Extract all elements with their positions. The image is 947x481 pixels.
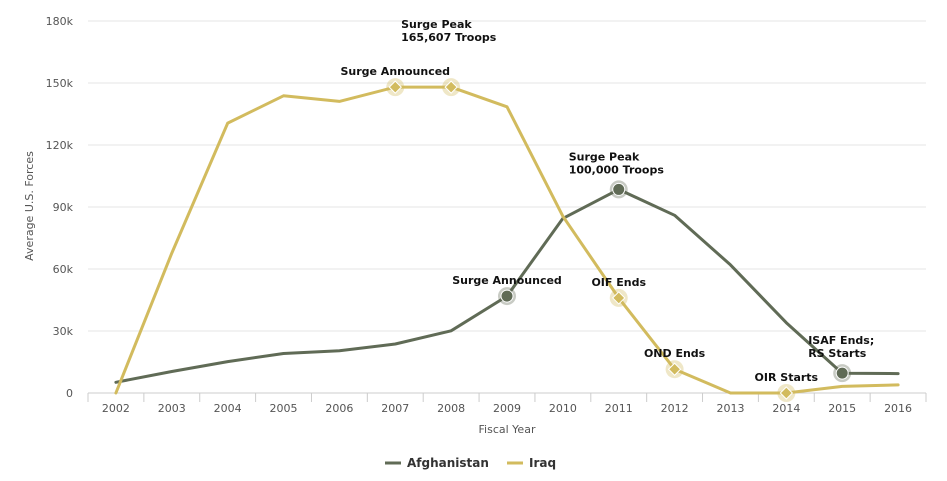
- x-tick-label: 2008: [437, 402, 465, 415]
- grid: [88, 20, 926, 394]
- legend-label-afghanistan: Afghanistan: [407, 456, 489, 470]
- annotation-label: Surge Announced: [340, 65, 450, 78]
- y-tick-label: 150k: [46, 77, 74, 90]
- x-axis-title: Fiscal Year: [479, 423, 536, 436]
- x-tick-label: 2005: [270, 402, 298, 415]
- x-tick-label: 2010: [549, 402, 577, 415]
- annotation-label: 100,000 Troops: [569, 163, 665, 176]
- y-tick-label: 60k: [53, 263, 74, 276]
- data-marker-iraq: [444, 80, 458, 94]
- data-marker-afghanistan: [612, 182, 626, 196]
- annotation-label: ISAF Ends;: [808, 334, 874, 347]
- y-axis: 0 30k 60k 90k 120k 150k 180k: [46, 15, 74, 400]
- x-tick-label: 2014: [772, 402, 800, 415]
- y-tick-label: 30k: [53, 325, 74, 338]
- x-tick-label: 2007: [381, 402, 409, 415]
- y-tick-label: 180k: [46, 15, 74, 28]
- y-axis-title: Average U.S. Forces: [23, 151, 36, 261]
- y-tick-label: 120k: [46, 139, 74, 152]
- legend-label-iraq: Iraq: [529, 456, 556, 470]
- series-layer: [114, 85, 900, 395]
- legend: Afghanistan Iraq: [385, 456, 556, 470]
- annotation-label: Surge Peak: [569, 150, 640, 163]
- x-tick-label: 2013: [716, 402, 744, 415]
- data-marker-iraq: [388, 80, 402, 94]
- annotation-label: 165,607 Troops: [401, 31, 497, 44]
- x-tick-label: 2012: [661, 402, 689, 415]
- annotation-label: Surge Peak: [401, 18, 472, 31]
- x-tick-label: 2015: [828, 402, 856, 415]
- data-marker-iraq: [667, 362, 682, 376]
- x-axis: 2002 2003 2004 2005 2006 2007 2008 2009 2010 2011…: [87, 393, 927, 415]
- data-marker-afghanistan: [835, 366, 849, 380]
- annotation-label: OIF Ends: [591, 276, 646, 289]
- x-tick-label: 2016: [884, 402, 912, 415]
- annotation-label: OND Ends: [644, 347, 706, 360]
- x-tick-label: 2011: [605, 402, 633, 415]
- annotation-label: RS Starts: [808, 347, 867, 360]
- x-tick-label: 2002: [102, 402, 130, 415]
- y-tick-label: 0: [66, 387, 73, 400]
- series-line-iraq: [114, 85, 900, 395]
- x-tick-label: 2003: [158, 402, 186, 415]
- annotation-label: OIR Starts: [755, 371, 819, 384]
- data-marker-iraq: [779, 386, 794, 400]
- data-marker-iraq: [612, 291, 626, 305]
- x-tick-label: 2006: [325, 402, 353, 415]
- y-tick-label: 90k: [53, 201, 74, 214]
- annotation-label: Surge Announced: [452, 274, 562, 287]
- x-tick-label: 2009: [493, 402, 521, 415]
- marker-layer: [386, 78, 852, 402]
- x-tick-label: 2004: [214, 402, 242, 415]
- data-marker-afghanistan: [500, 289, 514, 303]
